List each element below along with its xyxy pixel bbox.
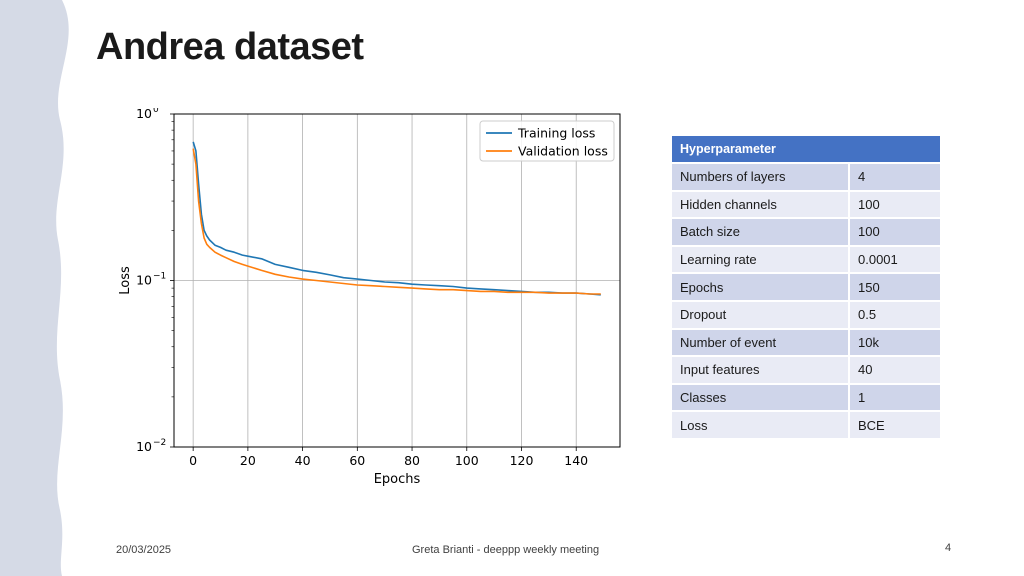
param-value: 100 xyxy=(849,218,940,247)
table-row: Loss BCE xyxy=(672,411,940,440)
slide-title: Andrea dataset xyxy=(96,26,364,68)
param-value: 1 xyxy=(849,383,940,413)
y-tick-base: 10 xyxy=(136,273,152,288)
param-name: Number of event xyxy=(672,328,850,358)
x-tick-label: 140 xyxy=(564,453,588,468)
y-tick-base: 10 xyxy=(136,108,152,121)
param-name: Loss xyxy=(672,411,850,440)
param-value: 40 xyxy=(849,356,940,385)
y-tick-label: 10 xyxy=(136,439,152,454)
y-axis-label: Loss xyxy=(118,266,133,295)
side-band-shape xyxy=(0,0,69,576)
decorative-side-band xyxy=(0,0,69,576)
chart-grid xyxy=(174,113,620,448)
legend-label: Validation loss xyxy=(518,144,608,159)
footer-date: 20/03/2025 xyxy=(116,544,172,556)
param-name: Batch size xyxy=(672,218,850,247)
x-tick-label: 0 xyxy=(189,453,197,468)
table-row: Number of event 10k xyxy=(672,328,940,358)
y-tick-exponent: −2 xyxy=(153,438,166,448)
loss-chart: 0 20 40 60 80 100 120 140 10 −2 10 −1 10 0 Epochs Los… xyxy=(112,108,632,493)
x-axis-label: Epochs xyxy=(374,472,421,487)
param-name: Learning rate xyxy=(672,245,850,275)
param-value: 10k xyxy=(849,328,940,358)
chart-legend: Training loss Validation loss xyxy=(479,120,615,162)
table-row: Batch size 100 xyxy=(672,218,940,247)
table-header: Hyperparameter xyxy=(672,136,940,164)
x-tick-label: 80 xyxy=(404,453,420,468)
param-value: 4 xyxy=(849,163,940,192)
page-number: 4 xyxy=(945,542,952,554)
param-name: Classes xyxy=(672,383,850,413)
legend-box xyxy=(479,120,615,162)
param-name: Hidden channels xyxy=(672,190,850,220)
y-tick-base: 10 xyxy=(136,439,152,454)
table-row: Numbers of layers 4 xyxy=(672,163,940,192)
param-value: BCE xyxy=(849,411,940,440)
table-row: Learning rate 0.0001 xyxy=(672,245,940,275)
param-value: 0.0001 xyxy=(849,245,940,275)
param-name: Epochs xyxy=(672,273,850,302)
legend-label: Training loss xyxy=(517,126,595,141)
table-row: Classes 1 xyxy=(672,383,940,413)
table-header-row: Hyperparameter xyxy=(672,136,940,164)
chart-series xyxy=(192,141,601,296)
hyperparameter-table: Hyperparameter Numbers of layers 4 Hidden … xyxy=(672,136,940,440)
table-row: Hidden channels 100 xyxy=(672,190,940,220)
series-line-training xyxy=(192,141,601,296)
y-tick-label: 10 xyxy=(136,108,152,121)
param-value: 0.5 xyxy=(849,300,940,330)
x-tick-label: 60 xyxy=(349,453,365,468)
x-tick-label: 100 xyxy=(455,453,479,468)
y-tick-exponent: −1 xyxy=(153,272,166,282)
y-tick-exponent: 0 xyxy=(153,108,159,115)
table-row: Input features 40 xyxy=(672,356,940,385)
x-tick-label: 20 xyxy=(240,453,256,468)
footer-presenter: Greta Brianti - deeppp weekly meeting xyxy=(412,544,600,556)
x-tick-label: 120 xyxy=(510,453,534,468)
y-tick-label: 10 xyxy=(136,273,152,288)
table-row: Dropout 0.5 xyxy=(672,300,940,330)
param-name: Numbers of layers xyxy=(672,163,850,192)
param-value: 100 xyxy=(849,190,940,220)
table-row: Epochs 150 xyxy=(672,273,940,302)
param-value: 150 xyxy=(849,273,940,302)
param-name: Dropout xyxy=(672,300,850,330)
param-name: Input features xyxy=(672,356,850,385)
series-line-validation xyxy=(192,148,601,295)
x-tick-label: 40 xyxy=(295,453,311,468)
